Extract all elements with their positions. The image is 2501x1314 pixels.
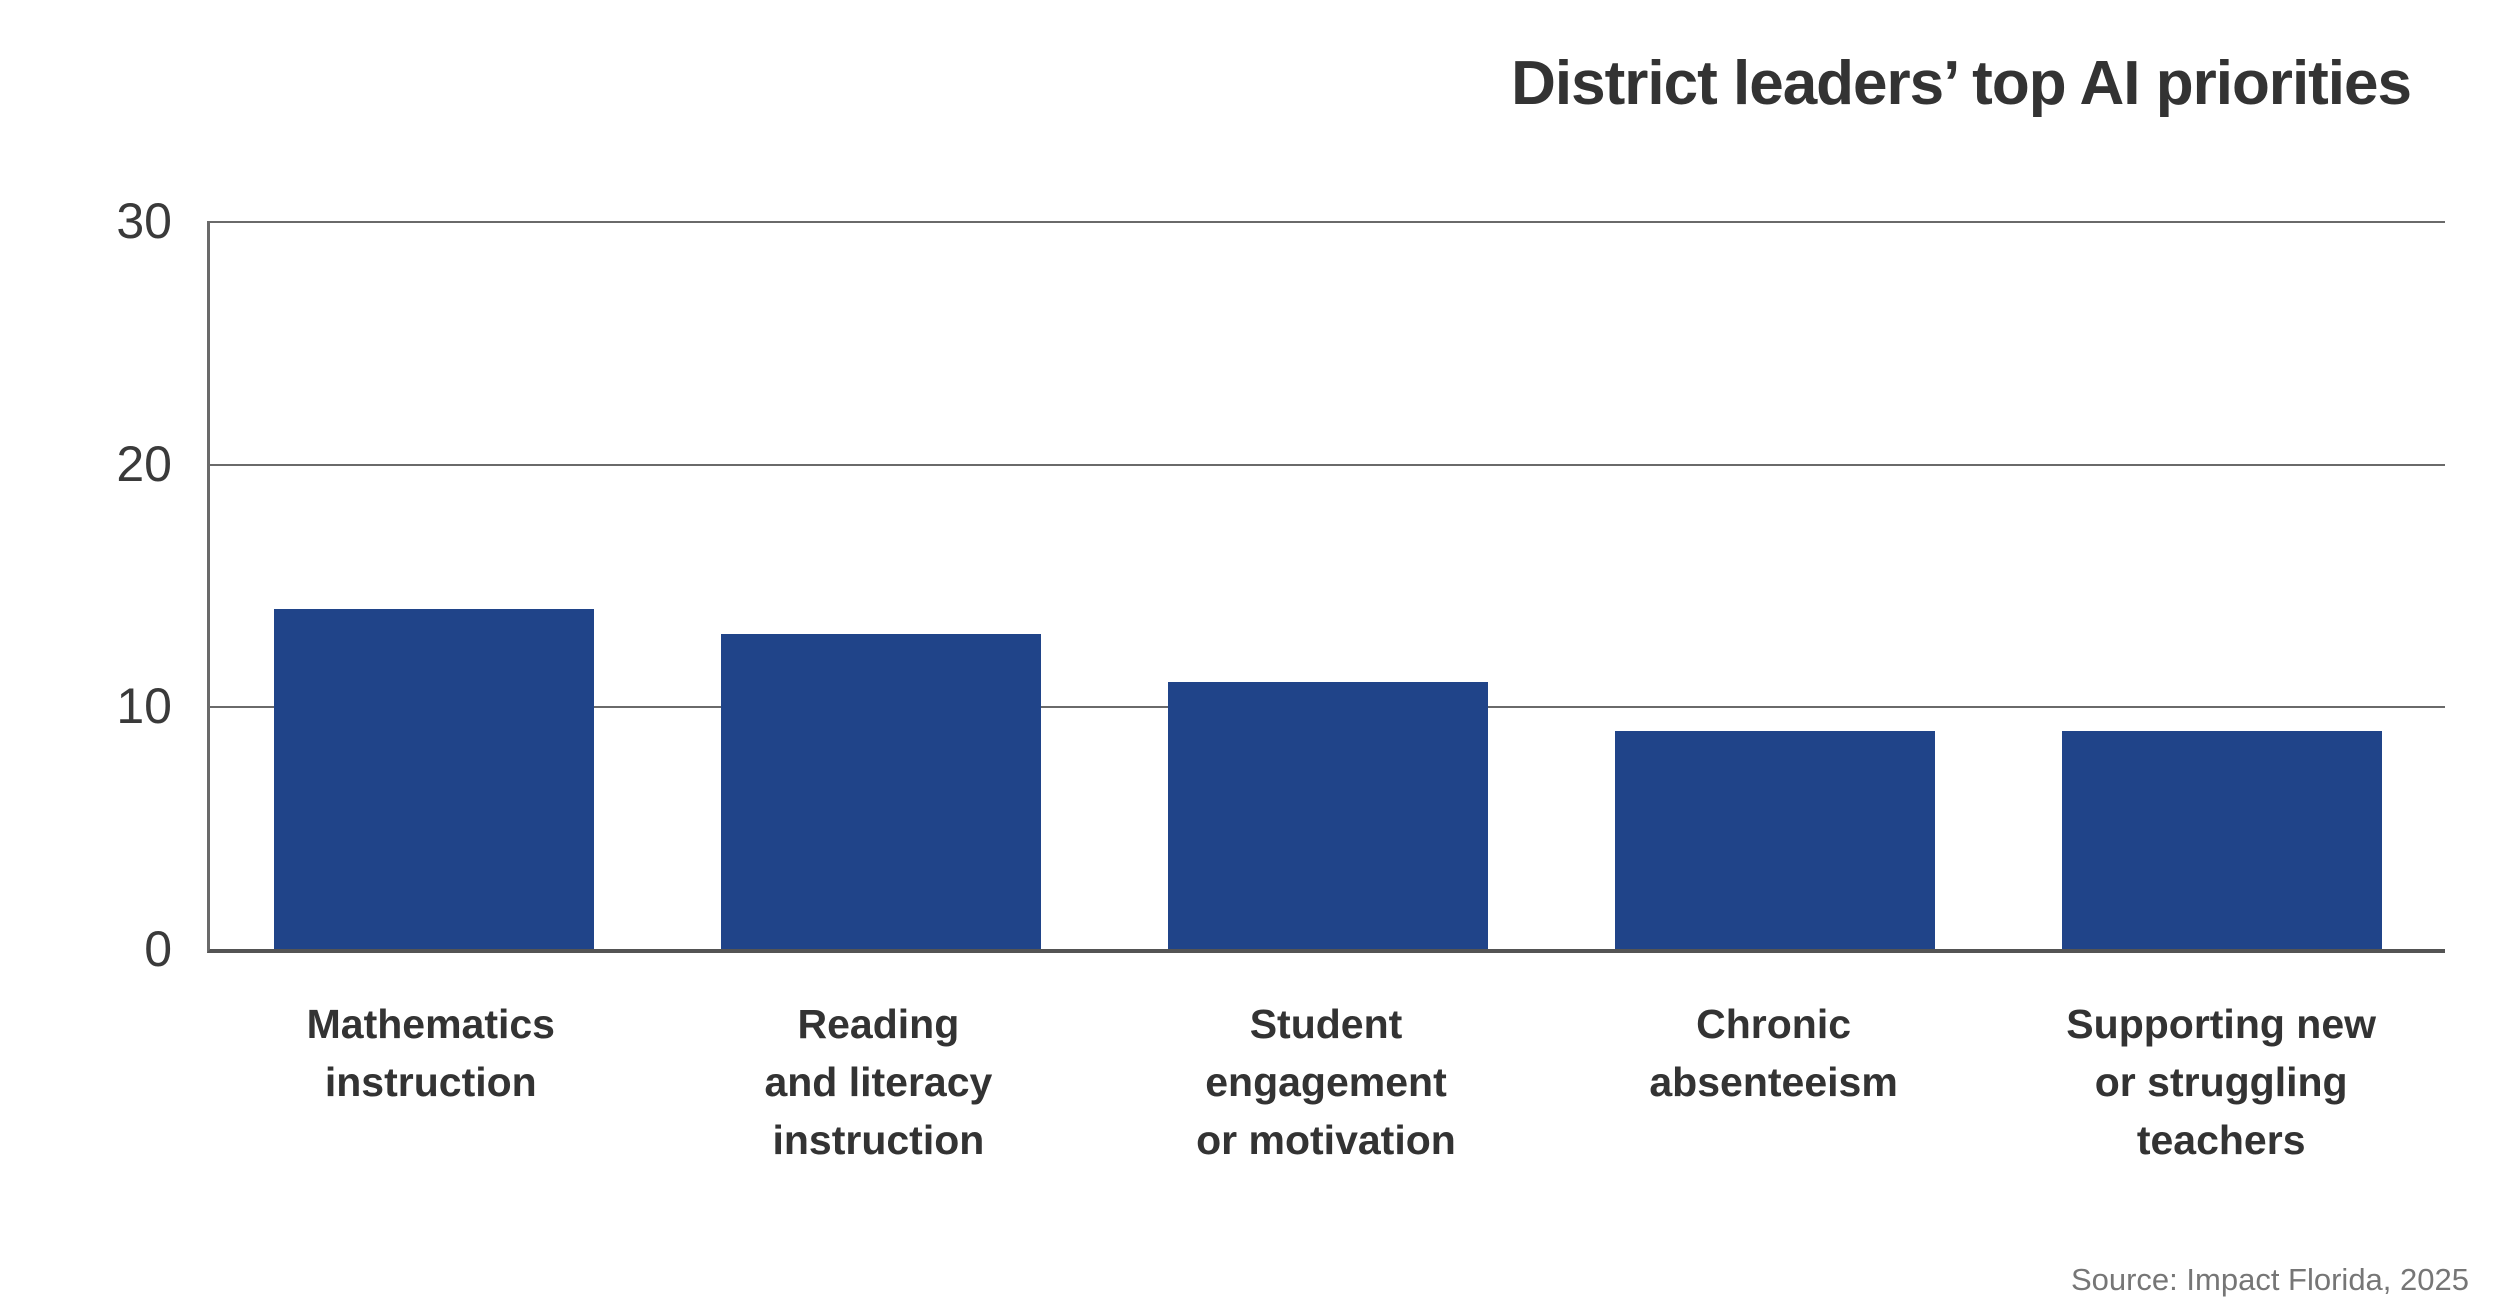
y-tick-label-10: 10	[116, 678, 172, 735]
x-label-reading-and-literacy-instruction: Reading and literacy instruction	[764, 1001, 993, 1164]
plot-area	[207, 221, 2445, 953]
y-tick-label-20: 20	[116, 435, 172, 492]
y-tick-label-30: 30	[116, 193, 172, 249]
y-tick-label-0: 0	[144, 921, 172, 977]
bar-chronic-absenteeism	[1614, 730, 1935, 949]
bar-supporting-new-or-struggling-teachers	[2061, 730, 2382, 949]
x-label-chronic-absenteeism: Chronic absenteeism	[1649, 1001, 1898, 1106]
bars-container	[210, 221, 2445, 949]
bar-student-engagement-or-motivation	[1167, 682, 1488, 949]
bar-slot-student-engagement-or-motivation	[1104, 221, 1551, 949]
bar-slot-reading-and-literacy-instruction	[657, 221, 1104, 949]
bar-mathematics-instruction	[273, 609, 594, 949]
gridline-30	[210, 221, 2445, 223]
bar-slot-mathematics-instruction	[210, 221, 657, 949]
bar-slot-supporting-new-or-struggling-teachers	[1998, 221, 2445, 949]
bar-reading-and-literacy-instruction	[720, 633, 1041, 949]
x-label-mathematics-instruction: Mathematics instruction	[306, 1001, 555, 1106]
source-note: Source: Impact Florida, 2025	[2070, 1262, 2469, 1297]
bar-slot-chronic-absenteeism	[1551, 221, 1998, 949]
x-label-student-engagement-or-motivation: Student engagement or motivation	[1196, 1001, 1456, 1164]
y-axis-tick-labels: 0 10 20 30	[0, 193, 172, 977]
gridline-20	[210, 463, 2445, 466]
x-axis-category-labels: Mathematics instruction Reading and liter…	[207, 995, 2445, 1170]
chart-title: District leaders’ top AI priorities	[1511, 49, 2412, 118]
x-label-supporting-new-or-struggling-teachers: Supporting new or struggling teachers	[2066, 1001, 2377, 1164]
